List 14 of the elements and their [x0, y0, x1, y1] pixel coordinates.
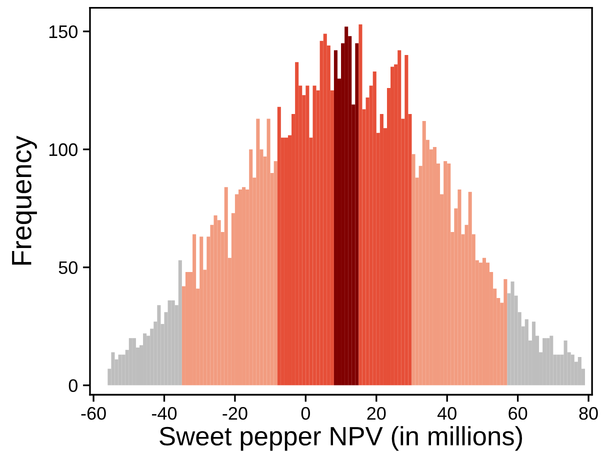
x-tick-label: 0: [301, 407, 310, 420]
x-axis-title: Sweet pepper NPV (in millions): [160, 426, 522, 451]
x-tick-label: 60: [508, 407, 528, 420]
y-tick-label: 100: [49, 143, 78, 156]
x-tick-label: -20: [222, 407, 248, 420]
x-tick-label: 40: [437, 407, 456, 420]
y-tick-label: 50: [58, 261, 78, 274]
x-tick-label: 80: [579, 407, 598, 420]
x-tick-label: 20: [367, 407, 386, 420]
y-tick-label: 150: [49, 25, 78, 38]
x-tick-label: -60: [81, 407, 106, 420]
x-tick-label: -40: [152, 407, 177, 420]
y-axis-title: Frequency: [12, 136, 37, 265]
y-tick-label: 0: [68, 379, 78, 392]
